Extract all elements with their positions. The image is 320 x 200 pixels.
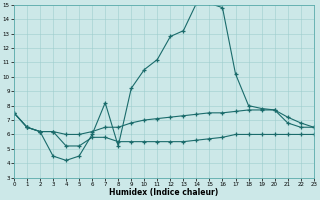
- X-axis label: Humidex (Indice chaleur): Humidex (Indice chaleur): [109, 188, 219, 197]
